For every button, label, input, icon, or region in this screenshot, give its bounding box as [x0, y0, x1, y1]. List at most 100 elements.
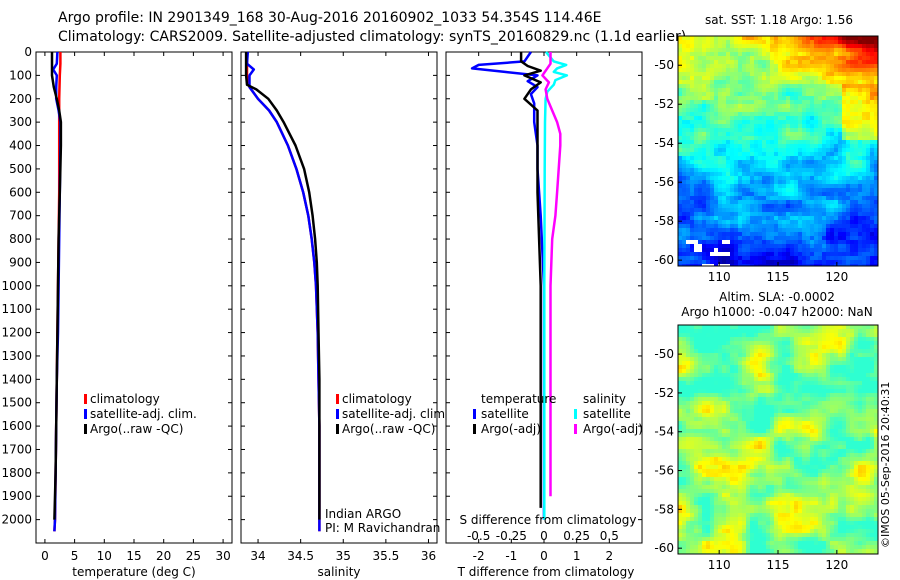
- sst-map-cell: [750, 264, 754, 266]
- sst-map-cell: [738, 204, 742, 208]
- sst-map-cell: [690, 44, 694, 48]
- sst-map-cell: [742, 44, 746, 48]
- sst-map-cell: [842, 104, 846, 108]
- sst-map-cell: [758, 216, 762, 220]
- sla-map-cell: [742, 341, 746, 345]
- sst-map-cell: [838, 144, 842, 148]
- sla-map-cell: [706, 445, 710, 449]
- sla-map-cell: [742, 405, 746, 409]
- sst-map-cell: [774, 164, 778, 168]
- sla-map-cell: [866, 401, 870, 405]
- sla-map-cell: [842, 413, 846, 417]
- sst-map-cell: [714, 192, 718, 196]
- sst-map-cell: [710, 76, 714, 80]
- sst-map-cell: [858, 144, 862, 148]
- sst-map-cell: [738, 160, 742, 164]
- sst-map-cell: [854, 120, 858, 124]
- sst-map-cell: [734, 64, 738, 68]
- sst-map-cell: [830, 160, 834, 164]
- sst-map-cell: [706, 116, 710, 120]
- sst-map-cell: [686, 68, 690, 72]
- sla-map-cell: [802, 369, 806, 373]
- depth-tick-label: 0: [24, 45, 32, 59]
- sla-map-cell: [774, 377, 778, 381]
- sla-map-cell: [854, 457, 858, 461]
- sst-map-cell: [794, 40, 798, 44]
- sst-map-cell: [694, 152, 698, 156]
- sla-map-cell: [814, 381, 818, 385]
- sst-map-cell: [802, 260, 806, 264]
- sst-map-cell: [722, 80, 726, 84]
- sst-map-cell: [850, 172, 854, 176]
- sst-map-cell: [806, 96, 810, 100]
- sst-map-cell: [698, 192, 702, 196]
- sst-map-cell: [798, 208, 802, 212]
- sla-map-cell: [830, 369, 834, 373]
- sst-map-cell: [834, 44, 838, 48]
- sst-map-cell: [682, 128, 686, 132]
- sst-map-cell: [686, 72, 690, 76]
- x-tick-label: 5: [71, 549, 79, 563]
- sst-map-cell: [678, 44, 682, 48]
- sst-map-cell: [766, 100, 770, 104]
- sst-map-cell: [710, 56, 714, 60]
- sst-map-cell: [834, 200, 838, 204]
- sla-map-cell: [706, 453, 710, 457]
- sla-map-cell: [822, 345, 826, 349]
- sst-map-cell: [802, 172, 806, 176]
- sst-map-cell: [854, 140, 858, 144]
- sla-map-cell: [846, 429, 850, 433]
- sla-map-cell: [750, 413, 754, 417]
- sst-map-cell: [750, 148, 754, 152]
- sst-map-cell: [746, 40, 750, 44]
- sst-map-cell: [778, 228, 782, 232]
- sla-map-cell: [730, 373, 734, 377]
- sst-map-cell: [718, 224, 722, 228]
- sla-map-cell: [846, 373, 850, 377]
- sla-map-cell: [698, 449, 702, 453]
- sst-map-cell: [682, 124, 686, 128]
- sst-map-cell: [862, 180, 866, 184]
- sst-map-cell: [774, 236, 778, 240]
- sla-map-cell: [770, 465, 774, 469]
- sla-map-cell: [782, 405, 786, 409]
- sst-map-cell: [822, 52, 826, 56]
- sst-map-cell: [858, 220, 862, 224]
- sla-map-cell: [814, 413, 818, 417]
- sla-map-cell: [858, 417, 862, 421]
- sla-map-cell: [762, 389, 766, 393]
- sst-map-cell: [730, 144, 734, 148]
- sst-map-cell: [694, 92, 698, 96]
- sla-map-cell: [726, 457, 730, 461]
- sst-map-cell: [722, 112, 726, 116]
- sla-map-cell: [826, 449, 830, 453]
- sla-map-cell: [706, 401, 710, 405]
- sst-map-cell: [846, 60, 850, 64]
- sst-map-cell: [726, 72, 730, 76]
- sla-map-cell: [726, 337, 730, 341]
- sst-map-cell: [762, 128, 766, 132]
- sst-map-cell: [862, 100, 866, 104]
- sst-map-cell: [802, 200, 806, 204]
- sst-map-cell: [682, 44, 686, 48]
- sla-map-cell: [810, 353, 814, 357]
- sst-map-cell: [822, 264, 826, 266]
- sla-map-cell: [690, 341, 694, 345]
- sst-map-cell: [702, 244, 706, 248]
- sst-map-cell: [810, 228, 814, 232]
- sst-map-cell: [754, 56, 758, 60]
- sst-map-cell: [790, 152, 794, 156]
- sst-map-cell: [702, 64, 706, 68]
- sla-map-cell: [710, 457, 714, 461]
- sst-map-cell: [678, 88, 682, 92]
- sla-map-cell: [714, 333, 718, 337]
- sst-map-cell: [842, 144, 846, 148]
- sst-map-cell: [682, 104, 686, 108]
- sla-map-cell: [738, 445, 742, 449]
- sst-map-cell: [826, 64, 830, 68]
- sla-map-cell: [770, 353, 774, 357]
- sla-map-cell: [866, 433, 870, 437]
- sst-map-cell: [726, 176, 730, 180]
- sst-map-cell: [814, 128, 818, 132]
- sla-map-cell: [870, 457, 874, 461]
